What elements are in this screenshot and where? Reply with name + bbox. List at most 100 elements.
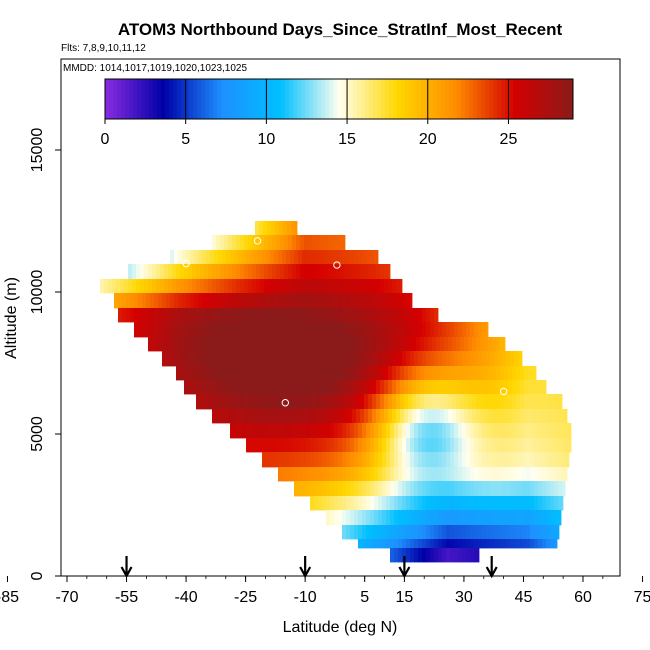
heatmap-cell <box>308 366 313 381</box>
colorbar-swatch <box>133 79 138 119</box>
heatmap-cell <box>402 525 407 540</box>
colorbar-swatch <box>401 79 406 119</box>
heatmap-cell <box>438 438 443 453</box>
heatmap-cell <box>138 308 143 323</box>
heatmap-cell <box>128 279 133 294</box>
heatmap-cell <box>474 496 479 511</box>
heatmap-cell <box>242 322 247 338</box>
heatmap-cell <box>202 250 207 265</box>
heatmap-cell <box>224 235 229 251</box>
heatmap-cell <box>290 250 295 265</box>
heatmap-cell <box>356 279 361 294</box>
heatmap-cell <box>442 481 447 497</box>
heatmap-cell <box>326 496 331 511</box>
heatmap-cell <box>474 438 479 453</box>
heatmap-cell <box>280 235 285 251</box>
heatmap-cell <box>396 279 401 294</box>
colorbar-swatch <box>481 79 486 119</box>
heatmap-cell <box>284 380 289 395</box>
heatmap-cell <box>164 279 169 294</box>
heatmap-cell <box>312 337 317 352</box>
heatmap-cell <box>382 293 387 309</box>
heatmap-cell <box>504 409 509 424</box>
heatmap-cell <box>314 322 319 338</box>
heatmap-cell <box>358 525 363 540</box>
heatmap-cell <box>338 496 343 511</box>
heatmap-cell <box>278 351 283 367</box>
heatmap-cell <box>244 264 249 280</box>
heatmap-cell <box>312 366 317 381</box>
heatmap-cell <box>314 250 319 265</box>
heatmap-cell <box>484 394 489 410</box>
heatmap-cell <box>442 452 447 468</box>
heatmap-cell <box>494 423 499 439</box>
heatmap-cell <box>458 467 463 482</box>
heatmap-cell <box>184 279 189 294</box>
heatmap-cell <box>418 539 423 549</box>
heatmap-cell <box>330 250 335 265</box>
colorbar-swatch <box>433 79 438 119</box>
heatmap-cell <box>262 308 267 323</box>
heatmap-cell <box>302 250 307 265</box>
heatmap-cell <box>378 481 383 497</box>
heatmap-cell <box>338 423 343 439</box>
heatmap-cell <box>184 380 189 395</box>
heatmap-cell <box>368 337 373 352</box>
colorbar-swatch <box>437 79 442 119</box>
heatmap-cell <box>446 322 451 338</box>
heatmap-cell <box>398 525 403 540</box>
heatmap-cell <box>304 409 309 424</box>
heatmap-cell <box>474 539 479 549</box>
heatmap-cell <box>336 380 341 395</box>
heatmap-cell <box>474 481 479 497</box>
heatmap-cell <box>380 264 385 280</box>
heatmap-cell <box>378 351 383 367</box>
heatmap-cell <box>468 409 473 424</box>
heatmap-cell <box>190 293 195 309</box>
heatmap-cell <box>294 467 299 482</box>
heatmap-cell <box>316 409 321 424</box>
heatmap-cell <box>374 308 379 323</box>
heatmap-cell <box>290 293 295 309</box>
heatmap-cell <box>396 337 401 352</box>
flight-point <box>281 399 290 407</box>
heatmap-cell <box>358 322 363 338</box>
heatmap-cell <box>518 481 523 497</box>
heatmap-cell <box>546 525 551 540</box>
heatmap-cell <box>498 496 503 511</box>
heatmap-cell <box>150 322 155 338</box>
heatmap-cell <box>386 510 391 526</box>
heatmap-cell <box>348 279 353 294</box>
heatmap-cell <box>402 467 407 482</box>
heatmap-cell <box>263 221 268 236</box>
heatmap-cell <box>150 308 155 323</box>
heatmap-cell <box>216 366 221 381</box>
heatmap-cell <box>286 250 291 265</box>
heatmap-cell <box>282 452 287 468</box>
heatmap-cell <box>386 525 391 540</box>
heatmap-cell <box>234 423 239 439</box>
heatmap-cell <box>402 481 407 497</box>
heatmap-cell <box>502 452 507 468</box>
flight-point <box>269 205 278 214</box>
heatmap-cell <box>374 525 379 540</box>
heatmap-cell <box>250 423 255 439</box>
heatmap-cell <box>390 467 395 482</box>
heatmap-cell <box>554 467 559 482</box>
heatmap-cell <box>422 496 427 511</box>
heatmap-cell <box>326 510 331 526</box>
heatmap-cell <box>398 308 403 323</box>
heatmap-cell <box>206 308 211 323</box>
heatmap-cell <box>160 279 165 294</box>
heatmap-cell <box>236 235 241 251</box>
heatmap-cell <box>264 366 269 381</box>
heatmap-cell <box>442 548 447 563</box>
heatmap-cell <box>344 394 349 410</box>
heatmap-cell <box>394 351 399 367</box>
heatmap-cell <box>334 322 339 338</box>
heatmap-cell <box>430 510 435 526</box>
x-tick-label: -10 <box>294 589 317 606</box>
heatmap-cell <box>542 452 547 468</box>
colorbar-swatch <box>321 79 326 119</box>
heatmap-cell <box>310 423 315 439</box>
